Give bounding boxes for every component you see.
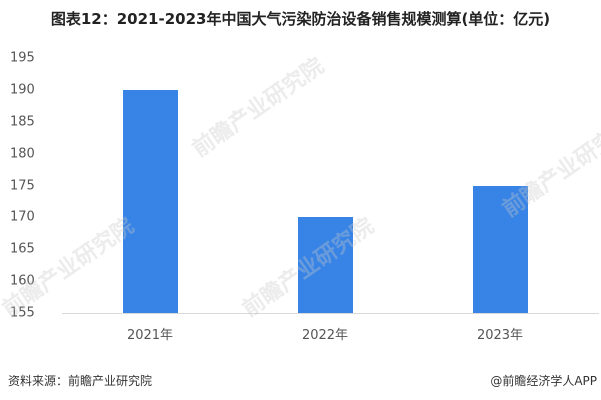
x-tick-label: 2021年	[126, 328, 174, 343]
bar-2023年	[472, 185, 528, 313]
y-tick-label: 155	[10, 305, 35, 321]
x-tick-label: 2022年	[301, 328, 349, 343]
y-tick-label: 175	[10, 178, 35, 193]
y-tick-label: 160	[10, 273, 35, 289]
y-tick-label: 190	[10, 82, 35, 98]
bar-2022年	[297, 217, 353, 313]
bar-2021年	[122, 89, 178, 313]
y-tick-label: 185	[10, 114, 35, 130]
x-axis-line	[62, 313, 599, 314]
x-tick-label: 2023年	[476, 328, 524, 343]
y-tick-label: 180	[10, 146, 35, 162]
chart-title: 图表12：2021-2023年中国大气污染防治设备销售规模测算(单位：亿元)	[50, 10, 551, 28]
credit-note: @前瞻经济学人APP	[490, 374, 597, 388]
y-tick-label: 165	[10, 241, 35, 257]
y-tick-label: 195	[10, 50, 35, 66]
y-tick-label: 170	[10, 209, 35, 225]
source-note: 资料来源：前瞻产业研究院	[8, 374, 153, 388]
